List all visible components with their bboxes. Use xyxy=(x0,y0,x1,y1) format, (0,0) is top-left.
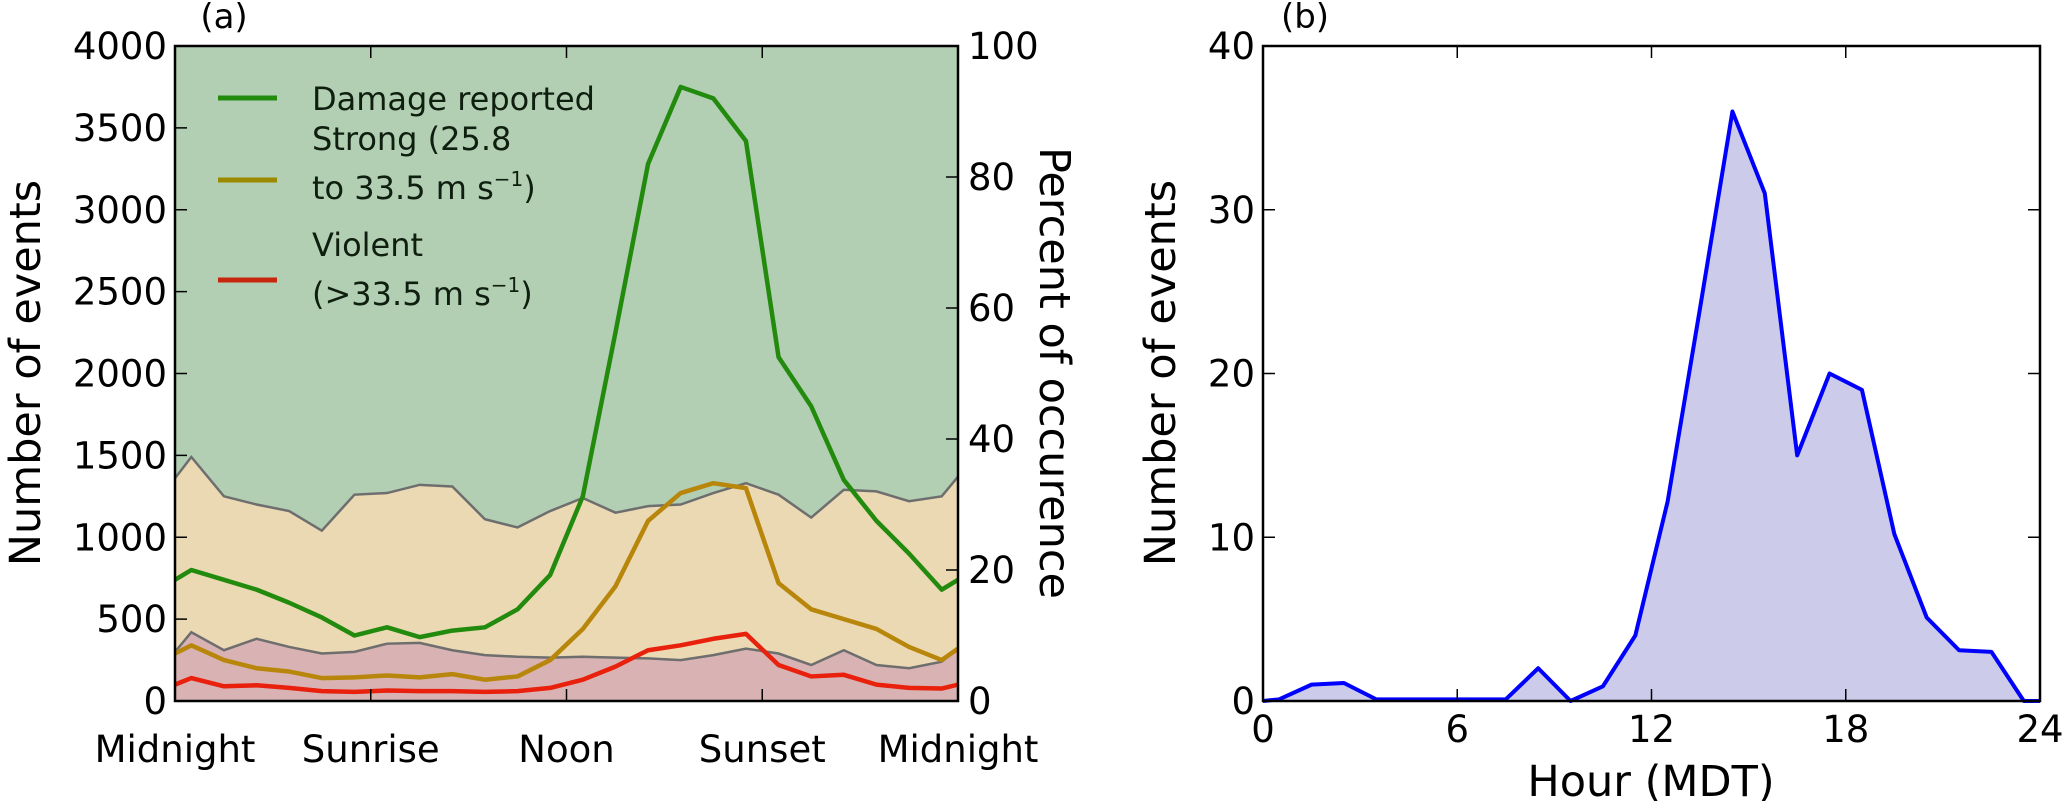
ytick-left-label: 3000 xyxy=(73,189,167,232)
series-line-0 xyxy=(173,84,960,640)
area-1 xyxy=(175,632,958,701)
panel-a-ylabel-right: Percent of occurence xyxy=(1029,147,1079,599)
legend-label-damage: Damage reported xyxy=(312,80,595,118)
ytick-left-label: 2000 xyxy=(73,353,167,396)
xtick-label: 24 xyxy=(2016,708,2063,751)
legend-label-strong-2: to 33.5 m s−1) xyxy=(312,167,536,207)
area-edge-1 xyxy=(174,630,959,670)
ytick-left-label: 0 xyxy=(143,680,167,723)
panel-b-label: (b) xyxy=(1281,0,1329,37)
panel-a-label: (a) xyxy=(200,0,247,37)
area-0 xyxy=(175,457,958,701)
ytick-left-label: 1000 xyxy=(73,516,167,559)
xtick-label: Sunset xyxy=(699,728,826,771)
panel-b-xlabel: Hour (MDT) xyxy=(1527,757,1774,801)
ytick-label: 20 xyxy=(1208,353,1255,396)
panel-b: (b) 0 10 20 30 40 0 6 12 18 24 Number of events H… xyxy=(1136,0,2064,801)
xtick-label: Midnight xyxy=(878,728,1039,771)
ytick-right-label: 100 xyxy=(968,25,1039,68)
ytick-right-label: 40 xyxy=(968,418,1015,461)
legend-label-violent-1: Violent xyxy=(312,226,423,264)
ytick-right-label: 80 xyxy=(968,156,1015,199)
ytick-label: 0 xyxy=(1231,680,1255,723)
series-line-2 xyxy=(174,631,959,695)
panel-a: (a) 0 500 1000 1500 2000 2500 3000 3500 4000 0 20 4… xyxy=(1,0,1079,771)
xtick-label: 0 xyxy=(1251,708,1275,751)
ytick-right-label: 0 xyxy=(968,680,992,723)
ytick-left-label: 1500 xyxy=(73,434,167,477)
ytick-left-label: 500 xyxy=(96,598,167,641)
ytick-label: 30 xyxy=(1208,189,1255,232)
ytick-label: 10 xyxy=(1208,516,1255,559)
xtick-label: 6 xyxy=(1445,708,1469,751)
events-area xyxy=(1263,111,2040,701)
legend-label-violent-2: (>33.5 m s−1) xyxy=(312,273,533,313)
xtick-label: Noon xyxy=(518,728,614,771)
xtick-label: 18 xyxy=(1822,708,1869,751)
panel-a-ylabel-left: Number of events xyxy=(1,180,51,566)
ytick-left-label: 4000 xyxy=(73,25,167,68)
panel-b-ylabel: Number of events xyxy=(1136,180,1186,566)
xtick-label: Midnight xyxy=(95,728,256,771)
ytick-label: 40 xyxy=(1208,25,1255,68)
events-line xyxy=(1262,109,2040,703)
legend: Damage reported Strong (25.8 to 33.5 m s… xyxy=(218,80,595,313)
ytick-right-label: 60 xyxy=(968,287,1015,330)
xtick-label: Sunrise xyxy=(302,728,440,771)
ytick-left-label: 2500 xyxy=(73,271,167,314)
xtick-label: 12 xyxy=(1628,708,1675,751)
legend-label-strong-1: Strong (25.8 xyxy=(312,120,511,158)
series-line-1 xyxy=(173,480,960,682)
ytick-right-label: 20 xyxy=(968,549,1015,592)
ytick-left-label: 3500 xyxy=(73,107,167,150)
area-edge-0 xyxy=(174,455,959,533)
